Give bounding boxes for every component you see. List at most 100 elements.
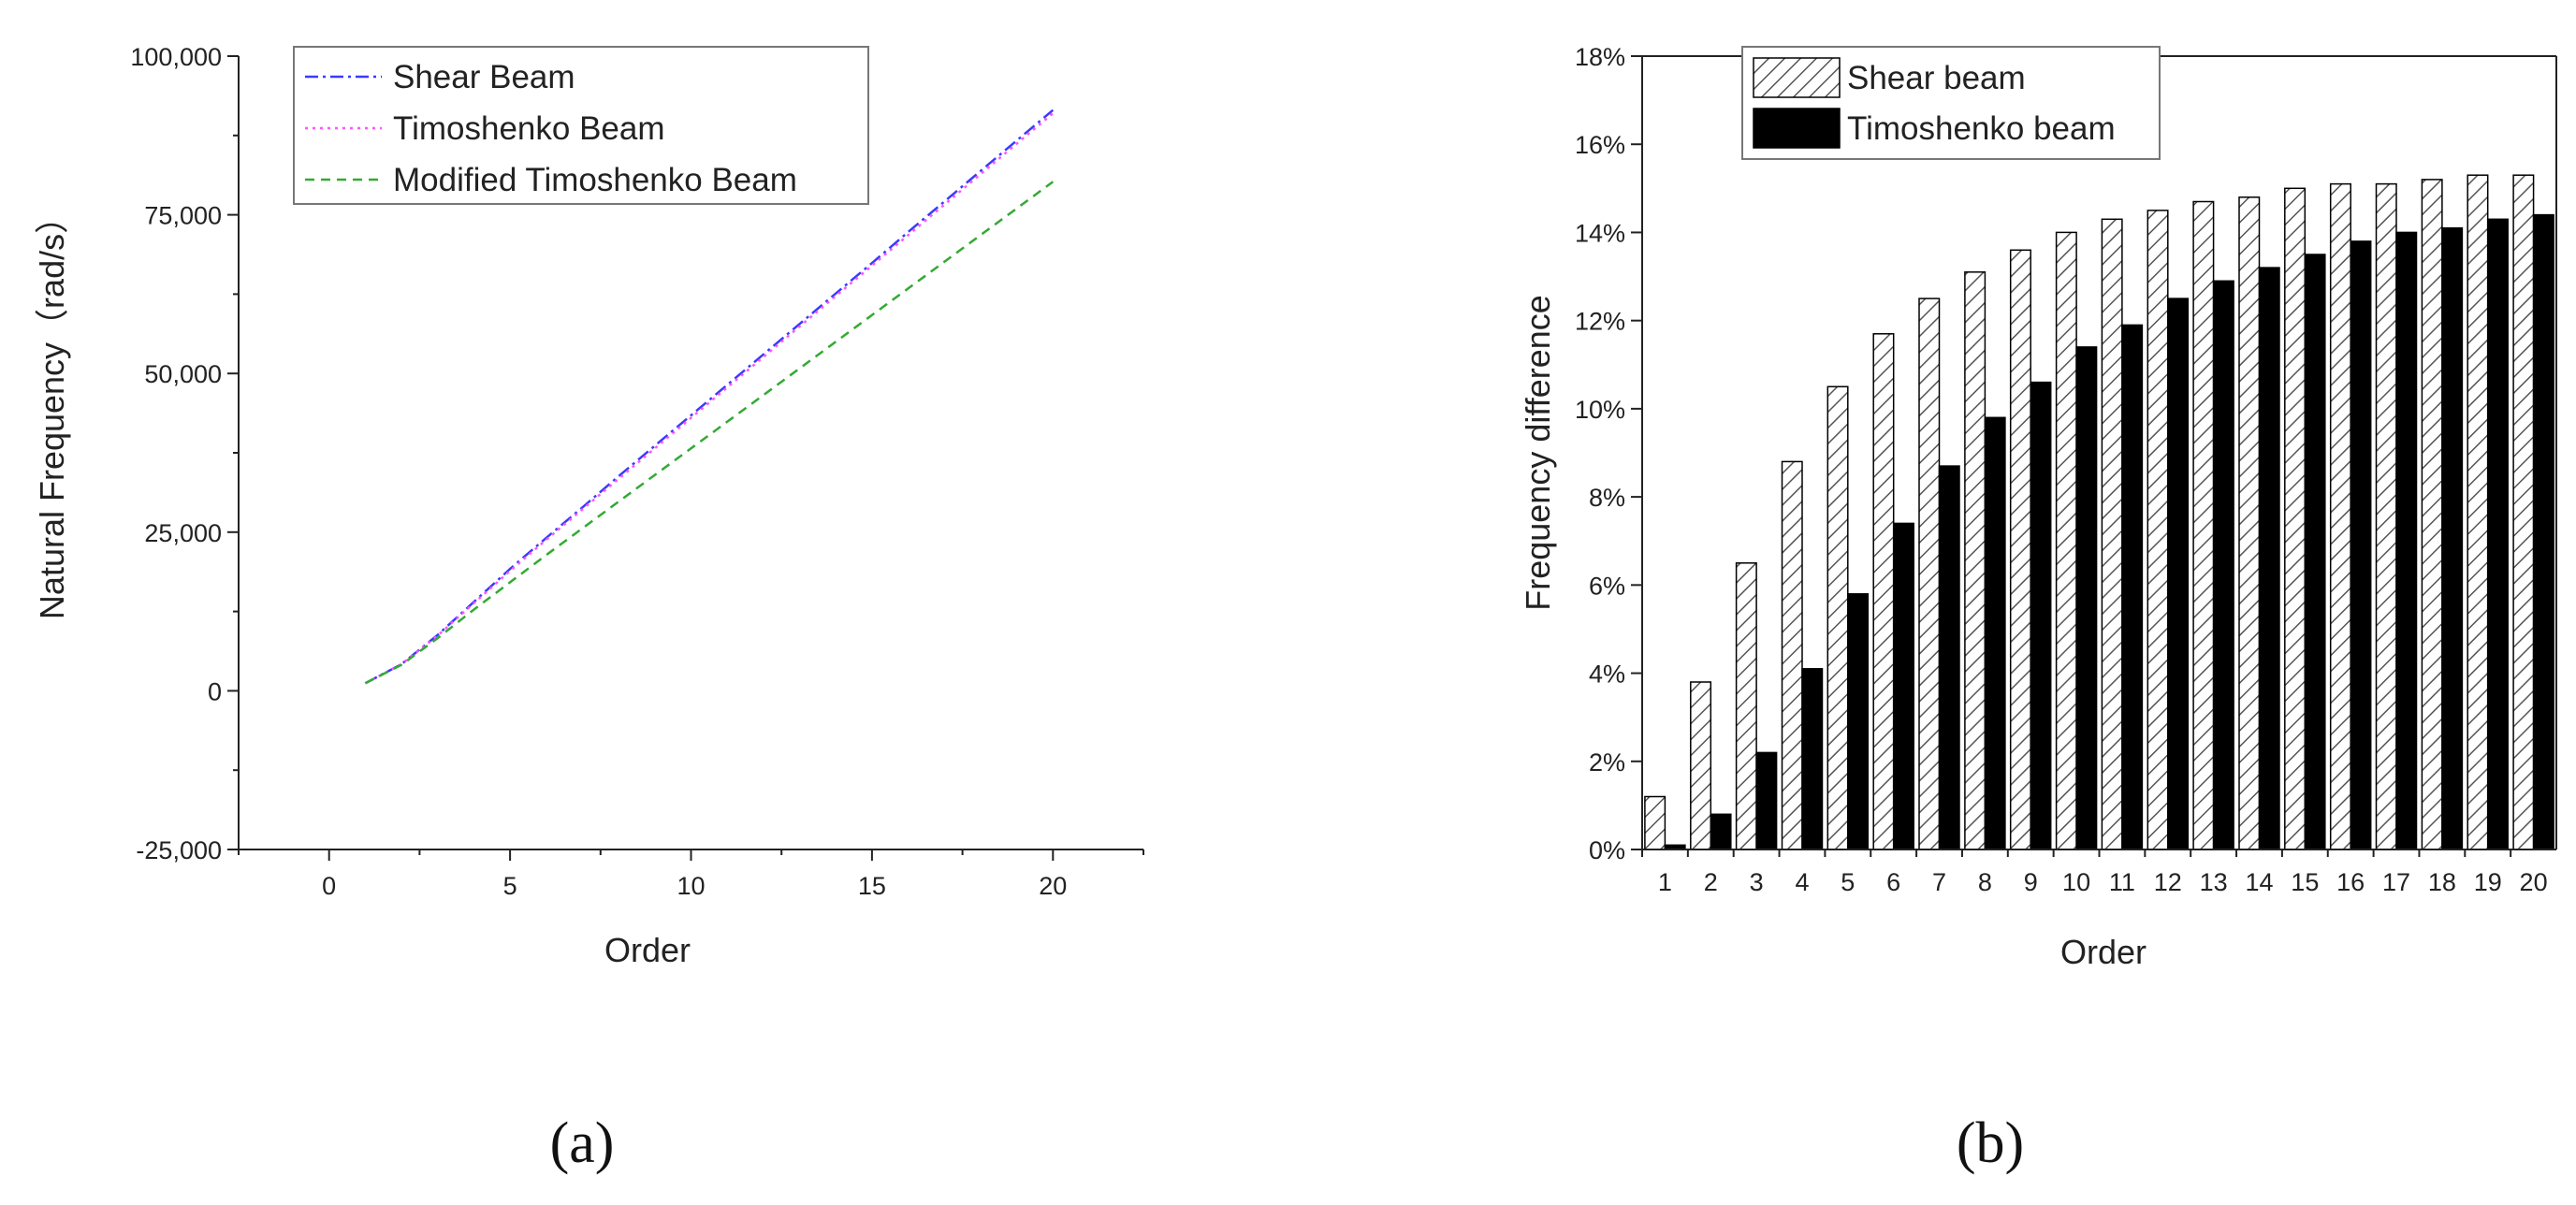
chart-b-x-tick-label: 19 [2474, 868, 2502, 896]
chart-b-bar-timoshenko-9 [2030, 381, 2052, 850]
chart-b-bar-timoshenko-12 [2167, 298, 2190, 850]
chart-b-bar-shear-4 [1781, 460, 1803, 850]
chart-a-legend-label: Timoshenko Beam [393, 110, 665, 147]
chart-a-y-tick-label: 75,000 [144, 202, 222, 230]
chart-a-legend-label: Shear Beam [393, 59, 575, 95]
chart-b-bar-shear-13 [2192, 200, 2215, 850]
chart-b-bar-shear-18 [2421, 179, 2443, 850]
chart-b-legend: Shear beam Timoshenko beam [1741, 46, 2161, 160]
chart-b-x-tick-label: 8 [1978, 868, 1992, 896]
chart-b-bar-shear-10 [2055, 231, 2077, 850]
chart-b-x-tick-label: 4 [1795, 868, 1809, 896]
chart-a-y-tick-label: 100,000 [130, 43, 222, 71]
chart-b-bar-timoshenko-19 [2486, 218, 2509, 850]
chart-b-x-tick-label: 18 [2428, 868, 2456, 896]
chart-b-bar-shear-20 [2512, 174, 2535, 850]
chart-b-bar-timoshenko-17 [2395, 231, 2418, 850]
chart-b-bar-shear-14 [2238, 196, 2261, 850]
chart-b-axes: 0%2%4%6%8%10%12%14%16%18%1 2 3 4 5 6 7 8 9 10 11 12… [1575, 43, 2557, 896]
chart-b-bar-timoshenko-16 [2350, 240, 2372, 850]
chart-b-bar-timoshenko-15 [2304, 254, 2326, 850]
chart-b-bar-shear-19 [2467, 174, 2489, 850]
chart-b-y-tick-label: 18% [1575, 43, 1625, 71]
chart-b-bar-timoshenko-2 [1710, 813, 1732, 850]
chart-b-bar-timoshenko-7 [1938, 465, 1960, 850]
chart-b-bar-shear-6 [1872, 333, 1895, 850]
chart-b-y-label: Frequency difference [1519, 295, 1557, 611]
chart-a-y-tick-label: 0 [208, 677, 222, 705]
chart-a-x-tick-label: 10 [677, 872, 705, 900]
chart-a-x-tick-label: 5 [503, 872, 517, 900]
chart-b-x-tick-label: 9 [2024, 868, 2038, 896]
chart-b-x-tick-label: 20 [2520, 868, 2548, 896]
chart-b-bar-shear-8 [1964, 271, 1987, 850]
chart-a-x-tick-label: 0 [322, 872, 336, 900]
chart-b-bar-shear-17 [2375, 182, 2397, 850]
chart-b-bar-timoshenko-18 [2441, 226, 2464, 850]
chart-b-bar-timoshenko-11 [2121, 324, 2144, 850]
chart-b-x-tick-label: 13 [2200, 868, 2228, 896]
chart-b-bar-shear-11 [2101, 218, 2123, 850]
chart-b-bar-timoshenko-6 [1892, 522, 1914, 850]
chart-b-bar-timoshenko-3 [1755, 751, 1778, 850]
chart-b-x-tick-label: 7 [1932, 868, 1946, 896]
caption-b: (b) [1957, 1111, 2024, 1175]
chart-a-legend: Shear Beam Timoshenko Beam Modified Timosh… [293, 46, 869, 205]
chart-b-bar-shear-15 [2284, 187, 2307, 850]
chart-a-x-tick-label: 15 [858, 872, 886, 900]
chart-b-bars [1644, 174, 2554, 850]
chart-b-y-tick-label: 6% [1589, 572, 1625, 600]
chart-b-bar-shear-7 [1918, 298, 1941, 850]
chart-a-y-tick-label: 50,000 [144, 360, 222, 388]
chart-b-x-tick-label: 6 [1886, 868, 1900, 896]
chart-b-bar-timoshenko-10 [2075, 346, 2098, 850]
chart-b-legend-swatch [1753, 57, 1841, 98]
chart-a-y-tick-label: 25,000 [144, 519, 222, 547]
chart-a-lines [364, 109, 1055, 685]
chart-b-bar-timoshenko-13 [2212, 280, 2234, 850]
chart-b-y-tick-label: 8% [1589, 484, 1625, 512]
chart-b-bar-shear-3 [1735, 562, 1757, 850]
chart-b-x-tick-label: 5 [1841, 868, 1855, 896]
chart-b-x-tick-label: 14 [2245, 868, 2273, 896]
chart-b-x-tick-label: 1 [1658, 868, 1672, 896]
chart-b-x-tick-label: 16 [2336, 868, 2365, 896]
chart-b-x-tick-label: 17 [2382, 868, 2410, 896]
chart-a-legend-box [293, 46, 869, 205]
chart-a-x-tick-label: 20 [1039, 872, 1067, 900]
chart-b-y-tick-label: 10% [1575, 396, 1625, 424]
chart-b-bar-shear-9 [2009, 249, 2031, 850]
chart-b-x-tick-label: 11 [2109, 868, 2135, 896]
chart-b-y-tick-label: 12% [1575, 308, 1625, 336]
chart-b-y-tick-label: 0% [1589, 836, 1625, 864]
chart-b-bar-timoshenko-14 [2258, 267, 2280, 850]
chart-b-bar-timoshenko-4 [1801, 668, 1824, 850]
chart-a-legend-label: Modified Timoshenko Beam [393, 162, 797, 198]
chart-b-x-tick-label: 15 [2291, 868, 2319, 896]
chart-b-legend-label: Shear beam [1847, 60, 2026, 96]
chart-a-x-label: Order [604, 931, 691, 969]
chart-b-y-tick-label: 16% [1575, 131, 1625, 159]
chart-b-bar-shear-2 [1690, 681, 1712, 850]
chart-b-x-label: Order [2060, 933, 2147, 971]
chart-b-bar-shear-12 [2147, 210, 2169, 850]
chart-a: -25,000 0 25,000 50,000 75,000 100,000 0 5 10 15 2… [33, 43, 1144, 969]
chart-b-y-tick-label: 2% [1589, 748, 1625, 777]
caption-a: (a) [550, 1111, 615, 1175]
chart-b-bar-timoshenko-20 [2532, 213, 2554, 850]
chart-b-bar-shear-16 [2329, 182, 2351, 850]
chart-b-legend-swatch [1753, 108, 1841, 149]
chart-b-bar-timoshenko-5 [1847, 593, 1870, 850]
chart-b-x-tick-label: 2 [1704, 868, 1718, 896]
chart-b-legend-label: Timoshenko beam [1847, 110, 2116, 147]
chart-b-bar-timoshenko-8 [1984, 416, 2006, 850]
chart-b-bar-shear-1 [1644, 795, 1666, 850]
chart-a-series-line-2 [364, 112, 1055, 685]
chart-b-x-tick-label: 10 [2062, 868, 2090, 896]
chart-b-y-tick-label: 14% [1575, 219, 1625, 247]
chart-a-axes: -25,000 0 25,000 50,000 75,000 100,000 0 5 10 15 2… [130, 43, 1144, 900]
chart-b-x-tick-label: 12 [2154, 868, 2182, 896]
chart-a-y-tick-label: -25,000 [136, 836, 222, 864]
chart-b-y-tick-label: 4% [1589, 661, 1625, 689]
